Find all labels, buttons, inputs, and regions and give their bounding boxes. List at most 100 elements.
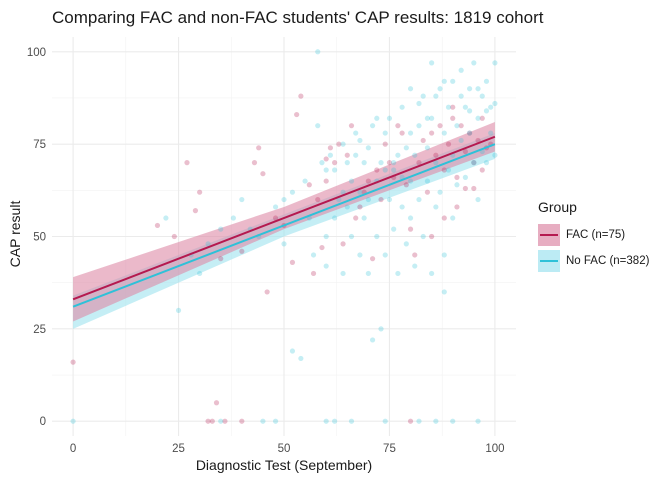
scatter-point	[488, 130, 494, 136]
scatter-point	[479, 93, 485, 99]
scatter-point	[332, 418, 338, 424]
scatter-point	[441, 78, 447, 84]
scatter-point	[332, 167, 338, 173]
x-axis-title: Diagnostic Test (September)	[196, 457, 372, 473]
scatter-point	[323, 263, 329, 269]
scatter-point	[369, 256, 376, 262]
scatter-point	[488, 104, 494, 110]
fit-lines	[72, 135, 496, 308]
legend-key-fac	[538, 224, 560, 246]
legend-label-no-fac: No FAC (n=382)	[566, 255, 650, 267]
tick-labels: 0 25 50 75 100 0 25 50 75 100	[27, 47, 505, 455]
scatter-point	[218, 418, 224, 424]
scatter-point	[289, 259, 296, 265]
scatter-point	[302, 178, 308, 184]
scatter-point	[407, 86, 414, 92]
scatter-point	[386, 160, 393, 166]
legend-key-no-fac	[538, 250, 560, 272]
scatter-point	[412, 252, 418, 258]
scatter-point	[281, 196, 287, 203]
confidence-band	[73, 121, 495, 322]
scatter-point	[374, 167, 380, 173]
x-tick-label: 100	[485, 443, 504, 455]
scatter-point	[209, 418, 215, 424]
scatter-point	[382, 418, 388, 424]
scatter-point	[433, 152, 439, 158]
scatter-point	[361, 215, 367, 221]
scatter-point	[424, 189, 431, 195]
scatter-point	[407, 418, 414, 424]
scatter-point	[433, 93, 439, 99]
scatter-point	[479, 167, 485, 173]
scatter-point	[441, 167, 447, 173]
scatter-point	[256, 145, 262, 151]
scatter-point	[272, 215, 279, 221]
scatter-point	[213, 400, 220, 406]
y-tick-label: 50	[33, 232, 46, 244]
scatter-point	[445, 104, 452, 110]
scatter-point	[416, 418, 422, 424]
scatter-point	[467, 130, 473, 136]
scatter-point	[424, 145, 431, 151]
scatter-point	[294, 111, 300, 118]
scatter-point	[416, 123, 422, 129]
scatter-point	[450, 115, 456, 121]
scatter-point	[315, 123, 321, 129]
scatter-point	[391, 226, 397, 232]
scatter-point	[306, 182, 312, 188]
scatter-point	[319, 244, 325, 251]
scatter-point	[382, 130, 388, 136]
scatter-point	[361, 160, 367, 166]
scatter-point	[471, 60, 477, 66]
scatter-point	[395, 152, 401, 158]
scatter-point	[467, 130, 473, 136]
scatter-point	[429, 270, 435, 277]
scatter-point	[475, 115, 481, 121]
scatter-point	[395, 270, 401, 277]
scatter-point	[424, 178, 431, 184]
scatter-point	[445, 141, 452, 147]
legend-label-fac: FAC (n=75)	[566, 229, 626, 241]
scatter-point	[315, 49, 321, 55]
scatter-point	[429, 130, 435, 136]
scatter-point	[479, 115, 485, 121]
scatter-point	[471, 160, 477, 166]
scatter-point	[492, 60, 498, 66]
scatter-point	[298, 93, 304, 99]
scatter-point	[416, 100, 422, 107]
scatter-point	[319, 160, 325, 166]
scatter-point	[403, 182, 409, 188]
scatter-point	[407, 226, 414, 232]
scatter-point	[441, 252, 447, 258]
scatter-point	[467, 86, 473, 92]
scatter-point	[395, 123, 401, 129]
scatter-point	[483, 108, 490, 114]
scatter-point	[310, 252, 317, 258]
scatter-point	[163, 215, 169, 221]
scatter-point	[365, 270, 371, 277]
scatter-point	[205, 418, 211, 424]
scatter-point	[327, 145, 333, 151]
scatter-point	[192, 208, 199, 214]
scatter-point	[437, 123, 443, 129]
scatter-point	[407, 178, 414, 184]
scatter-point	[264, 289, 270, 295]
scatter-point	[433, 418, 439, 424]
scatter-point	[454, 174, 460, 180]
scatter-point	[365, 145, 371, 151]
x-tick-label: 0	[70, 443, 76, 455]
scatter-point	[399, 204, 405, 210]
y-tick-label: 100	[27, 47, 46, 59]
y-tick-label: 75	[33, 139, 46, 151]
scatter-point	[239, 248, 245, 254]
scatter-point	[382, 141, 388, 147]
scatter-point	[441, 130, 447, 136]
scatter-point	[289, 189, 296, 195]
scatter-point	[492, 152, 498, 158]
scatter-point	[357, 204, 363, 210]
scatter-point	[374, 115, 380, 121]
scatter-point	[348, 123, 355, 129]
scatter-point	[344, 152, 350, 158]
scatter-point	[450, 104, 456, 110]
scatter-point	[222, 418, 228, 424]
